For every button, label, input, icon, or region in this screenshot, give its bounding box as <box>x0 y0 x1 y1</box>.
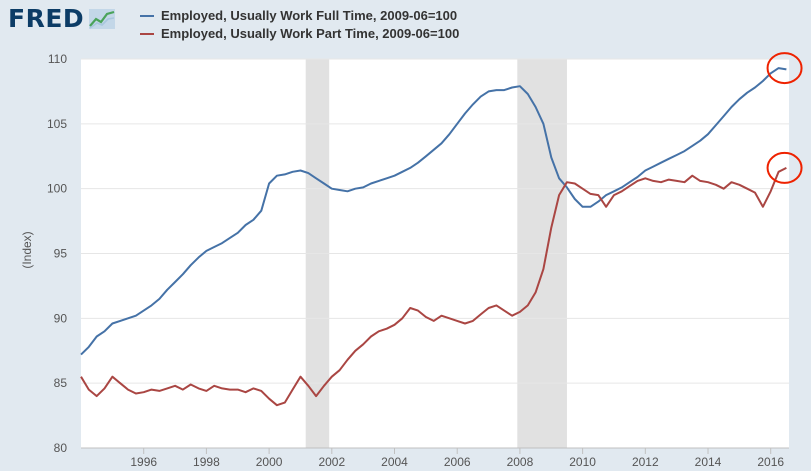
annotations <box>766 52 803 184</box>
y-axis: 80 85 90 95 100 105 110 <box>47 52 67 455</box>
legend-swatch-part-time <box>140 32 154 35</box>
x-tick-label-2010: 2010 <box>569 455 596 469</box>
highlight-circle-0 <box>766 52 803 85</box>
y-tick-label-85: 85 <box>54 376 68 390</box>
x-tick-label-1996: 1996 <box>130 455 157 469</box>
series-lines <box>80 67 787 407</box>
x-tick-label-2006: 2006 <box>444 455 471 469</box>
series-line-part-time <box>80 167 787 407</box>
legend-swatch-full-time <box>140 14 154 17</box>
series-line-full-time <box>80 67 787 356</box>
y-tick-label-80: 80 <box>54 441 68 455</box>
legend-label-full-time: Employed, Usually Work Full Time, 2009-0… <box>161 8 458 23</box>
line-chart-icon <box>89 9 115 29</box>
x-tick-label-2004: 2004 <box>381 455 408 469</box>
y-tick-label-90: 90 <box>54 311 68 325</box>
gridlines <box>81 58 789 449</box>
x-tick-label-2008: 2008 <box>507 455 534 469</box>
highlight-circle-1 <box>766 151 803 184</box>
logo-text: FRED <box>8 4 85 33</box>
x-tick-label-2000: 2000 <box>256 455 283 469</box>
x-tick-label-2014: 2014 <box>695 455 722 469</box>
y-tick-label-105: 105 <box>47 117 67 131</box>
x-tick-label-1998: 1998 <box>193 455 220 469</box>
y-tick-label-100: 100 <box>47 182 67 196</box>
y-axis-label: (Index) <box>20 231 34 268</box>
legend-label-part-time: Employed, Usually Work Part Time, 2009-0… <box>161 26 460 41</box>
legend: Employed, Usually Work Full Time, 2009-0… <box>140 7 459 43</box>
y-tick-label-95: 95 <box>54 247 68 261</box>
legend-item-part-time[interactable]: Employed, Usually Work Part Time, 2009-0… <box>140 25 459 43</box>
y-tick-label-110: 110 <box>48 52 67 66</box>
x-tick-label-2012: 2012 <box>632 455 659 469</box>
x-axis: 1996 1998 2000 2002 2004 2006 2008 2010 2012 2014… <box>130 448 784 469</box>
x-tick-label-2002: 2002 <box>318 455 345 469</box>
x-tick-label-2016: 2016 <box>757 455 784 469</box>
legend-item-full-time[interactable]: Employed, Usually Work Full Time, 2009-0… <box>140 7 459 25</box>
